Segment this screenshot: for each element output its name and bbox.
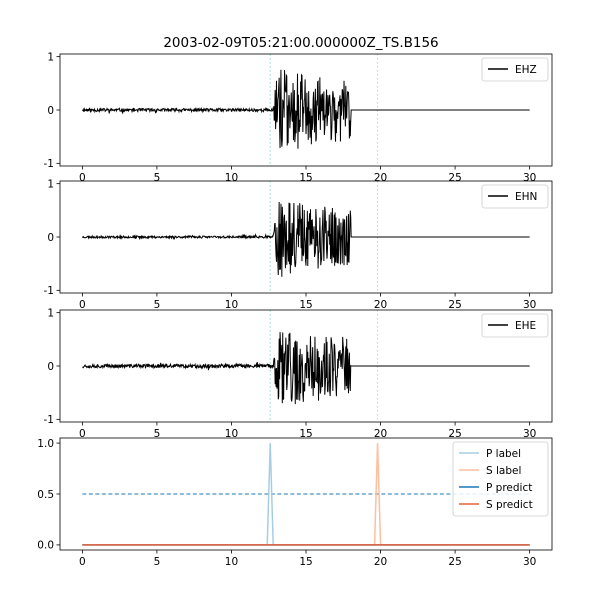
legend: EHN [481,184,549,209]
x-tick-label: 0 [79,172,86,184]
x-tick-label: 15 [299,172,312,184]
x-tick-label: 20 [374,299,387,311]
x-tick-label: 30 [523,428,536,440]
x-tick-label: 10 [225,556,238,568]
x-tick-label: 20 [374,172,387,184]
x-tick-label: 10 [225,428,238,440]
panel-ehe: 0 5 10 15 20 25 30 -1 0 1 EHE [44,307,553,440]
plot-area [81,181,530,293]
x-tick-label: 25 [448,299,461,311]
y-tick-label: 1 [47,178,54,190]
x-tick-label: 10 [225,172,238,184]
x-tick-label: 0 [79,428,86,440]
x-tick-label: 5 [154,556,161,568]
y-tick-label: 1 [47,51,54,63]
x-tick-label: 30 [523,299,536,311]
x-tick-label: 30 [523,172,536,184]
legend-box [481,184,549,209]
legend-box [452,441,549,517]
figure-title: 2003-02-09T05:21:00.000000Z_TS.B156 [163,35,438,51]
y-tick-label: 0 [47,105,54,117]
legend: P label S label P predict S predict [452,441,549,517]
y-tick-label: -1 [44,285,54,297]
panel-ehz: 0 5 10 15 20 25 30 -1 0 1 EHZ [44,51,553,184]
plot-area [82,54,530,166]
x-tick-label: 0 [79,556,86,568]
y-tick-label: 0 [47,361,54,373]
y-tick-label: 1.0 [37,438,54,450]
y-tick-label: 0 [47,232,54,244]
legend-label: EHN [515,191,537,203]
x-tick-label: 15 [299,556,312,568]
x-tick-label: 25 [448,556,461,568]
waveform-ehn [81,202,530,277]
legend-label: EHZ [515,64,537,76]
x-tick-label: 25 [448,428,461,440]
x-tick-label: 5 [154,428,161,440]
y-tick-label: 0.0 [37,540,54,552]
legend-label: P label [486,448,521,460]
plot-area [82,310,530,422]
legend-box [481,313,549,338]
legend-label: EHE [515,320,536,332]
x-tick-label: 20 [374,428,387,440]
panel-probability: 0 5 10 15 20 25 30 0.0 0.5 1.0 P label S label P pre… [37,437,553,568]
legend-label: S predict [486,499,533,511]
x-tick-label: 25 [448,172,461,184]
y-tick-label: -1 [44,414,54,426]
legend: EHZ [481,57,549,82]
legend-label: P predict [486,482,532,494]
waveform-ehz [82,69,530,149]
x-tick-label: 0 [79,299,86,311]
x-tick-label: 20 [374,556,387,568]
legend-label: S label [486,465,521,477]
waveform-ehe [82,332,530,405]
x-tick-label: 30 [523,556,536,568]
x-tick-label: 15 [299,299,312,311]
y-tick-label: -1 [44,158,54,170]
panel-ehn: 0 5 10 15 20 25 30 -1 0 1 EHN [44,178,553,311]
x-tick-label: 5 [154,299,161,311]
x-tick-label: 15 [299,428,312,440]
y-tick-label: 1 [47,307,54,319]
legend: EHE [481,313,549,338]
y-tick-label: 0.5 [37,489,54,501]
x-tick-label: 10 [225,299,238,311]
legend-box [481,57,549,82]
x-tick-label: 5 [154,172,161,184]
